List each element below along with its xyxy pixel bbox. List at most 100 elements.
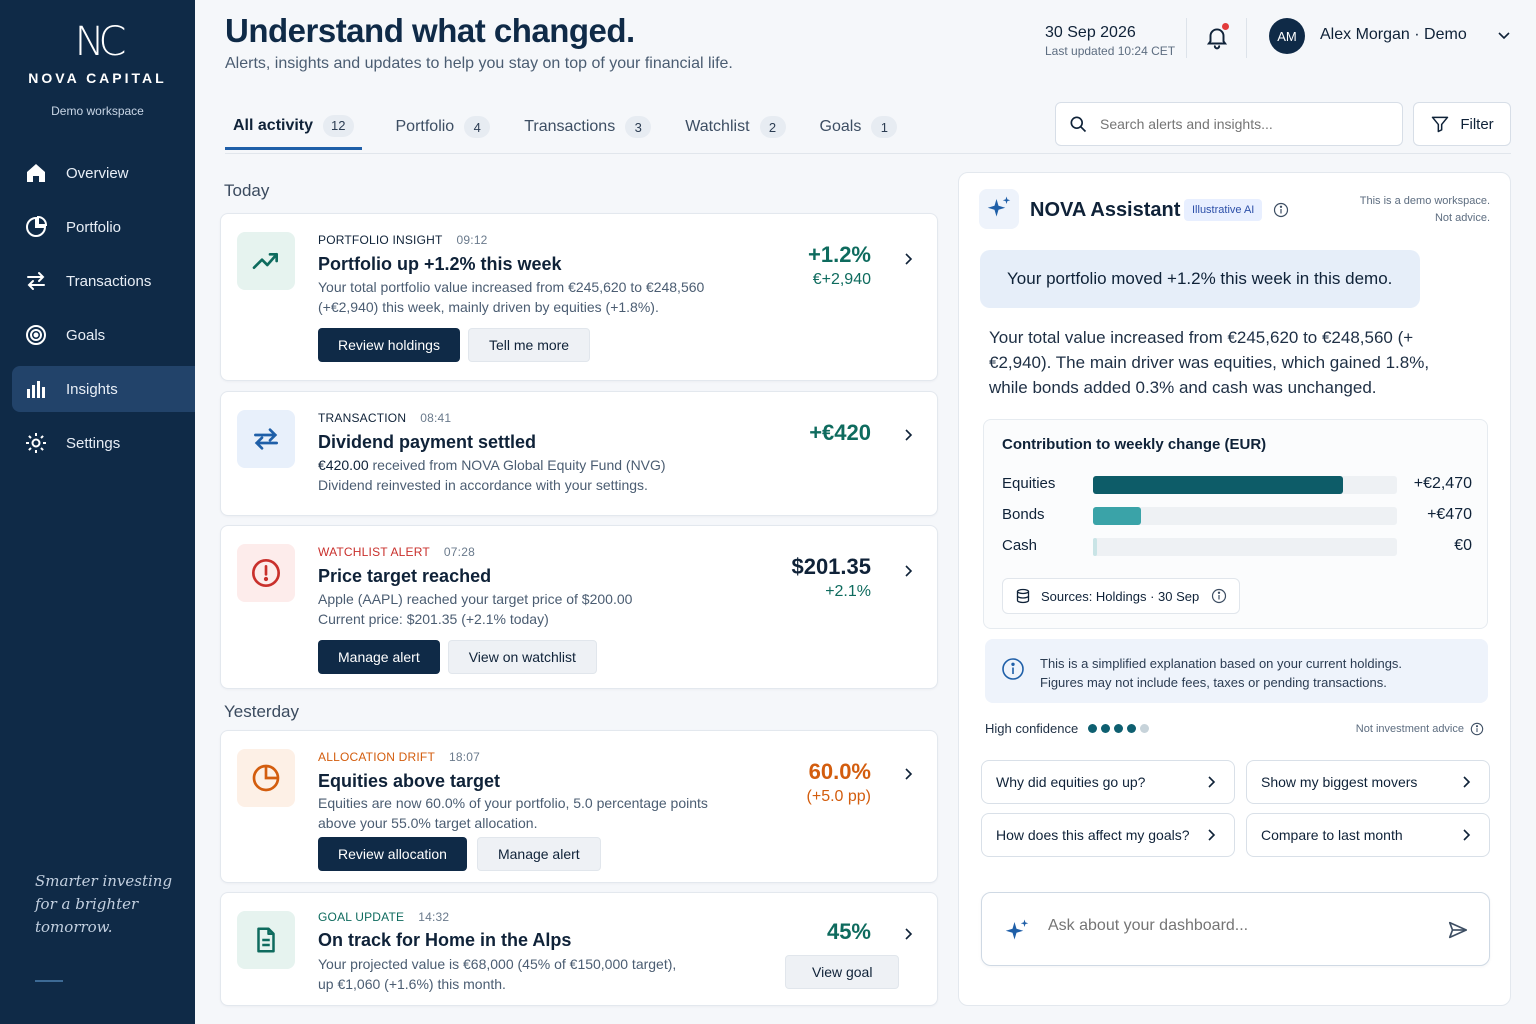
sidebar-item-overview[interactable]: Overview <box>12 150 195 196</box>
tab-count: 1 <box>871 116 898 138</box>
suggestion-affect-goals[interactable]: How does this affect my goals? <box>981 813 1235 857</box>
sources-chip[interactable]: Sources: Holdings · 30 Sep <box>1002 578 1241 614</box>
page-title: Understand what changed. <box>225 12 635 49</box>
tabs-divider <box>225 153 1511 154</box>
chevron-right-icon <box>1208 829 1216 841</box>
suggestion-compare-month[interactable]: Compare to last month <box>1246 813 1490 857</box>
document-icon <box>257 927 275 953</box>
card-value: +1.2% €+2,940 <box>808 242 871 289</box>
search-icon <box>1070 116 1087 133</box>
bar-track <box>1093 507 1397 525</box>
chevron-right-icon[interactable] <box>901 564 915 578</box>
user-name[interactable]: Alex Morgan · Demo <box>1320 26 1467 43</box>
sidebar-item-insights[interactable]: Insights <box>12 366 195 412</box>
brand-logo[interactable]: NC NOVA CAPITAL <box>0 20 195 86</box>
chevron-right-icon[interactable] <box>901 927 915 941</box>
confidence-label: High confidence <box>985 721 1079 736</box>
card-title: Dividend payment settled <box>318 432 537 452</box>
activity-tabs: All activity 12 Portfolio 4 Transactions… <box>225 104 931 154</box>
chevron-right-icon[interactable] <box>901 767 915 781</box>
sidebar-item-label: Goals <box>66 326 106 344</box>
search-input[interactable] <box>1100 116 1380 132</box>
chevron-right-icon[interactable] <box>901 252 915 266</box>
bar-value-label: €0 <box>1454 537 1472 554</box>
explanation-notice: This is a simplified explanation based o… <box>985 639 1488 703</box>
tab-count: 2 <box>759 116 786 138</box>
bar-value-label: +€2,470 <box>1413 475 1472 492</box>
card-time: 07:28 <box>443 545 475 559</box>
tab-label: Transactions <box>524 118 616 135</box>
activity-card-portfolio-insight[interactable]: PORTFOLIO INSIGHT 09:12 Portfolio up +1.2… <box>220 213 938 381</box>
ask-box[interactable] <box>981 892 1490 966</box>
suggestion-biggest-movers[interactable]: Show my biggest movers <box>1246 760 1490 804</box>
bar-equities <box>1093 476 1343 494</box>
demo-note: This is a demo workspace. Not advice. <box>1360 193 1490 227</box>
activity-card-goal-update[interactable]: GOAL UPDATE 14:32 On track for Home in th… <box>220 892 938 1006</box>
tab-label: Portfolio <box>395 118 455 135</box>
info-icon[interactable] <box>1211 588 1227 604</box>
review-allocation-button[interactable]: Review allocation <box>318 837 467 871</box>
manage-alert-button[interactable]: Manage alert <box>318 640 440 674</box>
manage-alert-button[interactable]: Manage alert <box>476 837 601 871</box>
notification-dot <box>1222 23 1229 30</box>
suggestion-why-equities[interactable]: Why did equities go up? <box>981 760 1235 804</box>
sidebar: NC NOVA CAPITAL Demo workspace Overview … <box>0 0 195 1024</box>
tab-transactions[interactable]: Transactions 3 <box>524 104 652 150</box>
info-icon[interactable] <box>1273 202 1289 218</box>
not-advice-note: Not investment advice <box>1356 722 1484 736</box>
bar-cash <box>1093 538 1097 556</box>
sidebar-item-portfolio[interactable]: Portfolio <box>12 204 195 250</box>
tab-all-activity[interactable]: All activity 12 <box>225 104 362 150</box>
view-goal-button[interactable]: View goal <box>785 955 900 989</box>
activity-card-allocation-drift[interactable]: ALLOCATION DRIFT 18:07 Equities above tar… <box>220 730 938 883</box>
card-time: 18:07 <box>449 750 481 764</box>
review-holdings-button[interactable]: Review holdings <box>318 328 460 362</box>
card-description: Your projected value is €68,000 (45% of … <box>318 955 758 994</box>
confidence-dot-filled <box>1114 724 1124 733</box>
avatar[interactable]: AM <box>1269 18 1305 54</box>
filter-button[interactable]: Filter <box>1413 102 1511 146</box>
bar-track <box>1093 538 1397 556</box>
card-desc-text: received from NOVA Global Equity Fund (N… <box>368 457 666 473</box>
sidebar-item-transactions[interactable]: Transactions <box>12 258 195 304</box>
sidebar-item-goals[interactable]: Goals <box>12 312 195 358</box>
sidebar-item-label: Settings <box>66 434 121 452</box>
card-desc-line: up €1,060 (+1.6%) this month. <box>318 975 506 992</box>
card-value: $201.35 +2.1% <box>791 554 871 601</box>
pie-chart-icon <box>252 764 280 792</box>
tell-me-more-button[interactable]: Tell me more <box>467 328 591 362</box>
tab-portfolio[interactable]: Portfolio 4 <box>396 104 491 150</box>
swap-arrows-icon <box>254 428 278 450</box>
card-description: Equities are now 60.0% of your portfolio… <box>318 794 758 833</box>
sidebar-item-label: Transactions <box>66 272 152 290</box>
explanation-text: This is a simplified explanation based o… <box>1040 654 1402 692</box>
search-box[interactable] <box>1055 102 1403 146</box>
ask-input[interactable] <box>1048 917 1418 935</box>
sidebar-item-settings[interactable]: Settings <box>12 420 195 466</box>
bar-label: Cash <box>1002 537 1038 554</box>
activity-card-transaction[interactable]: TRANSACTION 08:41 Dividend payment settle… <box>220 391 938 516</box>
chevron-right-icon[interactable] <box>901 428 915 442</box>
explanation-line: Figures may not include fees, taxes or p… <box>1040 675 1387 690</box>
card-desc-line: Apple (AAPL) reached your target price o… <box>318 591 633 607</box>
gear-icon <box>26 433 46 453</box>
tab-label: Goals <box>819 118 862 135</box>
info-icon[interactable] <box>1470 722 1484 736</box>
info-icon <box>1002 658 1024 680</box>
card-description: Apple (AAPL) reached your target price o… <box>318 590 738 629</box>
swap-arrows-icon <box>27 272 45 290</box>
card-desc-line: Your projected value is €68,000 (45% of … <box>318 956 677 972</box>
card-category: PORTFOLIO INSIGHT <box>318 233 443 247</box>
activity-card-watchlist-alert[interactable]: WATCHLIST ALERT 07:28 Price target reache… <box>220 525 938 689</box>
view-on-watchlist-button[interactable]: View on watchlist <box>447 640 597 674</box>
card-desc-line: Current price: $201.35 (+2.1% today) <box>318 610 549 627</box>
tab-watchlist[interactable]: Watchlist 2 <box>685 104 786 150</box>
send-icon[interactable] <box>1447 919 1469 941</box>
chevron-down-icon[interactable] <box>1497 28 1511 42</box>
card-category: TRANSACTION <box>318 411 407 425</box>
bar-label: Bonds <box>1002 506 1045 523</box>
bell-icon[interactable] <box>1204 24 1230 50</box>
card-time: 09:12 <box>456 233 488 247</box>
card-value-main: +€420 <box>809 420 871 445</box>
tab-goals[interactable]: Goals 1 <box>820 104 898 150</box>
